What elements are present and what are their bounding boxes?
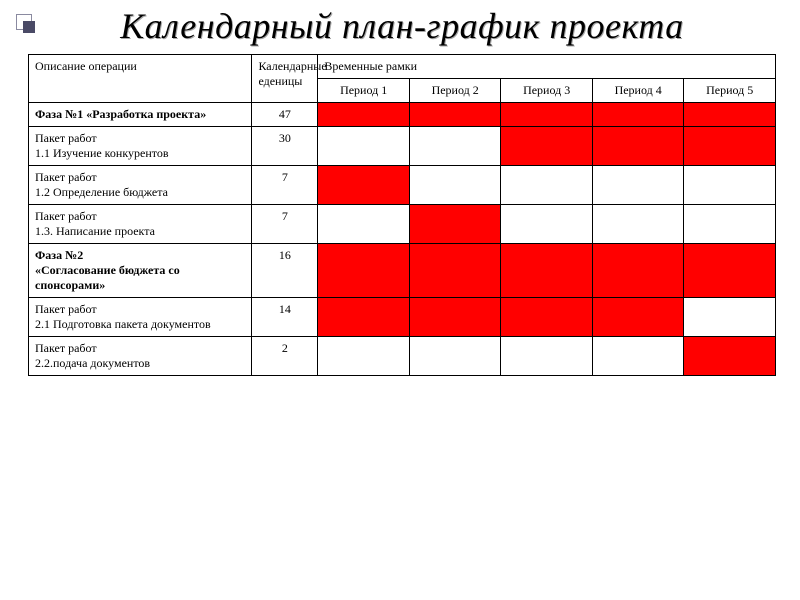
gantt-cell (501, 336, 593, 375)
gantt-cell (501, 297, 593, 336)
table-row: Пакет работ1.1 Изучение конкурентов30 (29, 126, 776, 165)
gantt-cell (318, 243, 410, 297)
gantt-cell (592, 165, 684, 204)
gantt-cell (592, 297, 684, 336)
page-title: Календарный план-график проекта (28, 8, 776, 46)
gantt-cell (318, 336, 410, 375)
row-units: 16 (252, 243, 318, 297)
gantt-cell (684, 336, 776, 375)
gantt-cell (318, 102, 410, 126)
table-row: Пакет работ2.1 Подготовка пакета докумен… (29, 297, 776, 336)
gantt-cell (592, 204, 684, 243)
gantt-cell (501, 126, 593, 165)
slide: Календарный план-график проекта Описание… (0, 0, 800, 600)
gantt-cell (684, 297, 776, 336)
gantt-cell (592, 243, 684, 297)
row-units: 7 (252, 165, 318, 204)
decorative-bullet (16, 14, 36, 34)
hdr-period-1: Период 1 (318, 78, 410, 102)
gantt-cell (592, 126, 684, 165)
table-row: Пакет работ1.3. Написание проекта7 (29, 204, 776, 243)
gantt-cell (318, 204, 410, 243)
gantt-cell (501, 165, 593, 204)
row-units: 47 (252, 102, 318, 126)
table-row: Пакет работ2.2.подача документов2 (29, 336, 776, 375)
gantt-tbody: Описание операции Календарные еденицы Вр… (29, 54, 776, 375)
row-units: 14 (252, 297, 318, 336)
gantt-table: Описание операции Календарные еденицы Вр… (28, 54, 776, 376)
row-description: Пакет работ1.3. Написание проекта (29, 204, 252, 243)
gantt-cell (318, 297, 410, 336)
gantt-cell (592, 102, 684, 126)
gantt-cell (684, 126, 776, 165)
hdr-period-4: Период 4 (592, 78, 684, 102)
gantt-cell (409, 336, 501, 375)
hdr-timeframe: Временные рамки (318, 54, 776, 78)
row-description: Пакет работ2.2.подача документов (29, 336, 252, 375)
gantt-cell (684, 102, 776, 126)
table-row: Фаза №1 «Разработка проекта»47 (29, 102, 776, 126)
row-description: Пакет работ1.2 Определение бюджета (29, 165, 252, 204)
row-description: Пакет работ1.1 Изучение конкурентов (29, 126, 252, 165)
gantt-cell (409, 204, 501, 243)
hdr-description: Описание операции (29, 54, 252, 102)
gantt-cell (592, 336, 684, 375)
gantt-cell (684, 165, 776, 204)
row-description: Фаза №2«Согласование бюджета со спонсора… (29, 243, 252, 297)
table-row: Пакет работ1.2 Определение бюджета7 (29, 165, 776, 204)
hdr-period-3: Период 3 (501, 78, 593, 102)
hdr-period-5: Период 5 (684, 78, 776, 102)
row-units: 30 (252, 126, 318, 165)
gantt-cell (501, 204, 593, 243)
gantt-cell (684, 204, 776, 243)
gantt-cell (318, 165, 410, 204)
table-row: Фаза №2«Согласование бюджета со спонсора… (29, 243, 776, 297)
gantt-cell (409, 243, 501, 297)
hdr-units: Календарные еденицы (252, 54, 318, 102)
header-row-1: Описание операции Календарные еденицы Вр… (29, 54, 776, 78)
row-description: Фаза №1 «Разработка проекта» (29, 102, 252, 126)
row-description: Пакет работ2.1 Подготовка пакета докумен… (29, 297, 252, 336)
gantt-cell (684, 243, 776, 297)
gantt-cell (501, 102, 593, 126)
row-units: 7 (252, 204, 318, 243)
gantt-cell (409, 297, 501, 336)
hdr-period-2: Период 2 (409, 78, 501, 102)
gantt-cell (409, 126, 501, 165)
gantt-cell (409, 165, 501, 204)
gantt-cell (318, 126, 410, 165)
row-units: 2 (252, 336, 318, 375)
gantt-cell (409, 102, 501, 126)
gantt-cell (501, 243, 593, 297)
